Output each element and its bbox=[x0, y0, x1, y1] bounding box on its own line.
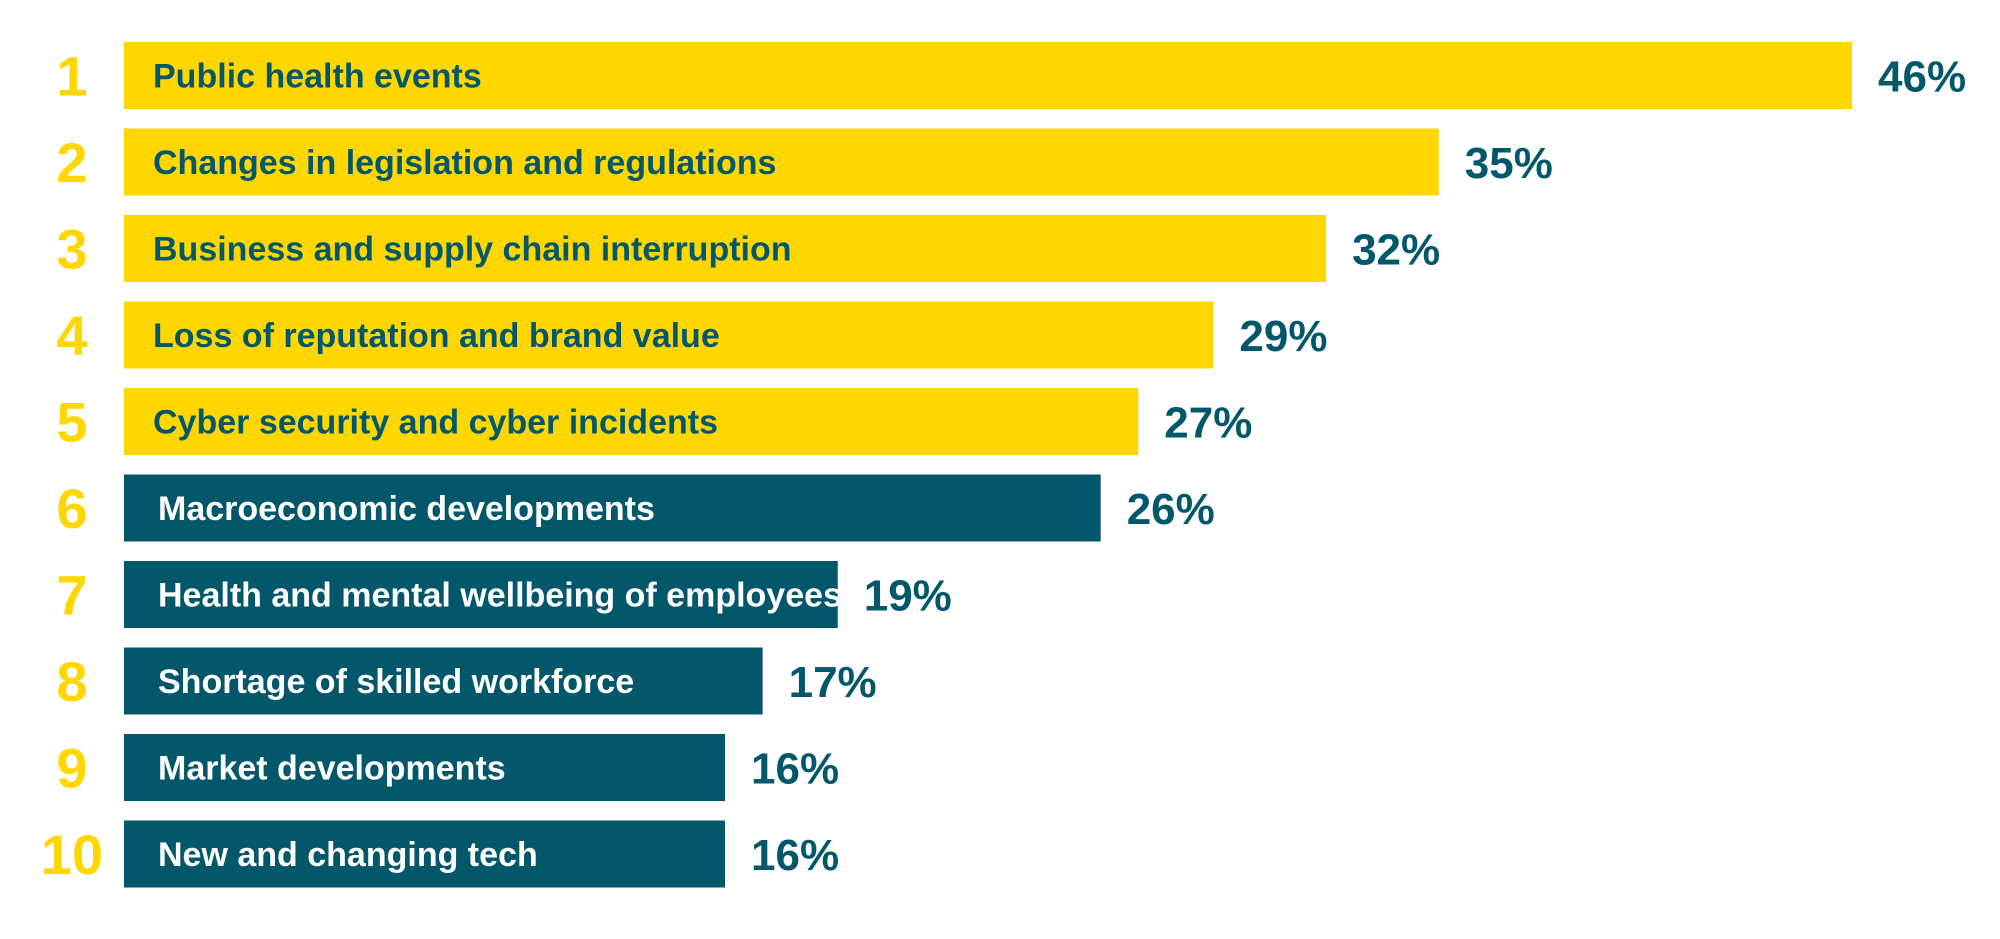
rank-number: 6 bbox=[56, 477, 87, 540]
rank-number: 9 bbox=[56, 737, 87, 800]
rank-number: 5 bbox=[56, 391, 87, 454]
value-label: 46% bbox=[1878, 53, 1966, 102]
bar-label: Changes in legislation and regulations bbox=[153, 144, 776, 182]
bar-label: Market developments bbox=[158, 750, 506, 788]
rank-number: 10 bbox=[41, 823, 103, 886]
rank-number: 7 bbox=[56, 564, 87, 627]
rank-number: 3 bbox=[56, 218, 87, 281]
bar-label: Shortage of skilled workforce bbox=[158, 663, 634, 701]
rank-number: 4 bbox=[56, 304, 87, 367]
value-label: 19% bbox=[864, 572, 952, 621]
value-label: 29% bbox=[1239, 312, 1327, 361]
bar bbox=[124, 820, 726, 888]
bar bbox=[124, 128, 1439, 196]
bar-label: Public health events bbox=[153, 58, 482, 96]
bar bbox=[124, 734, 726, 801]
value-label: 16% bbox=[751, 831, 839, 880]
bar bbox=[124, 561, 838, 628]
bar-label: New and changing tech bbox=[158, 836, 538, 874]
bar bbox=[124, 215, 1327, 282]
value-label: 26% bbox=[1127, 485, 1215, 534]
bar bbox=[124, 474, 1101, 542]
rank-number: 2 bbox=[56, 131, 87, 194]
value-label: 17% bbox=[789, 658, 877, 707]
bar-label: Macroeconomic developments bbox=[158, 490, 655, 528]
bar bbox=[124, 388, 1139, 455]
bar bbox=[124, 301, 1214, 369]
bar-label: Cyber security and cyber incidents bbox=[153, 404, 718, 442]
value-label: 27% bbox=[1164, 399, 1252, 448]
bar bbox=[124, 42, 1852, 109]
bar-label: Business and supply chain interruption bbox=[153, 231, 792, 269]
rank-number: 8 bbox=[56, 650, 87, 713]
rank-number: 1 bbox=[56, 45, 87, 108]
value-label: 35% bbox=[1465, 139, 1553, 188]
bar-label: Loss of reputation and brand value bbox=[153, 317, 720, 355]
value-label: 16% bbox=[751, 745, 839, 794]
value-label: 32% bbox=[1352, 226, 1440, 275]
bar bbox=[124, 647, 763, 715]
bar-label: Health and mental wellbeing of employees bbox=[158, 577, 842, 615]
